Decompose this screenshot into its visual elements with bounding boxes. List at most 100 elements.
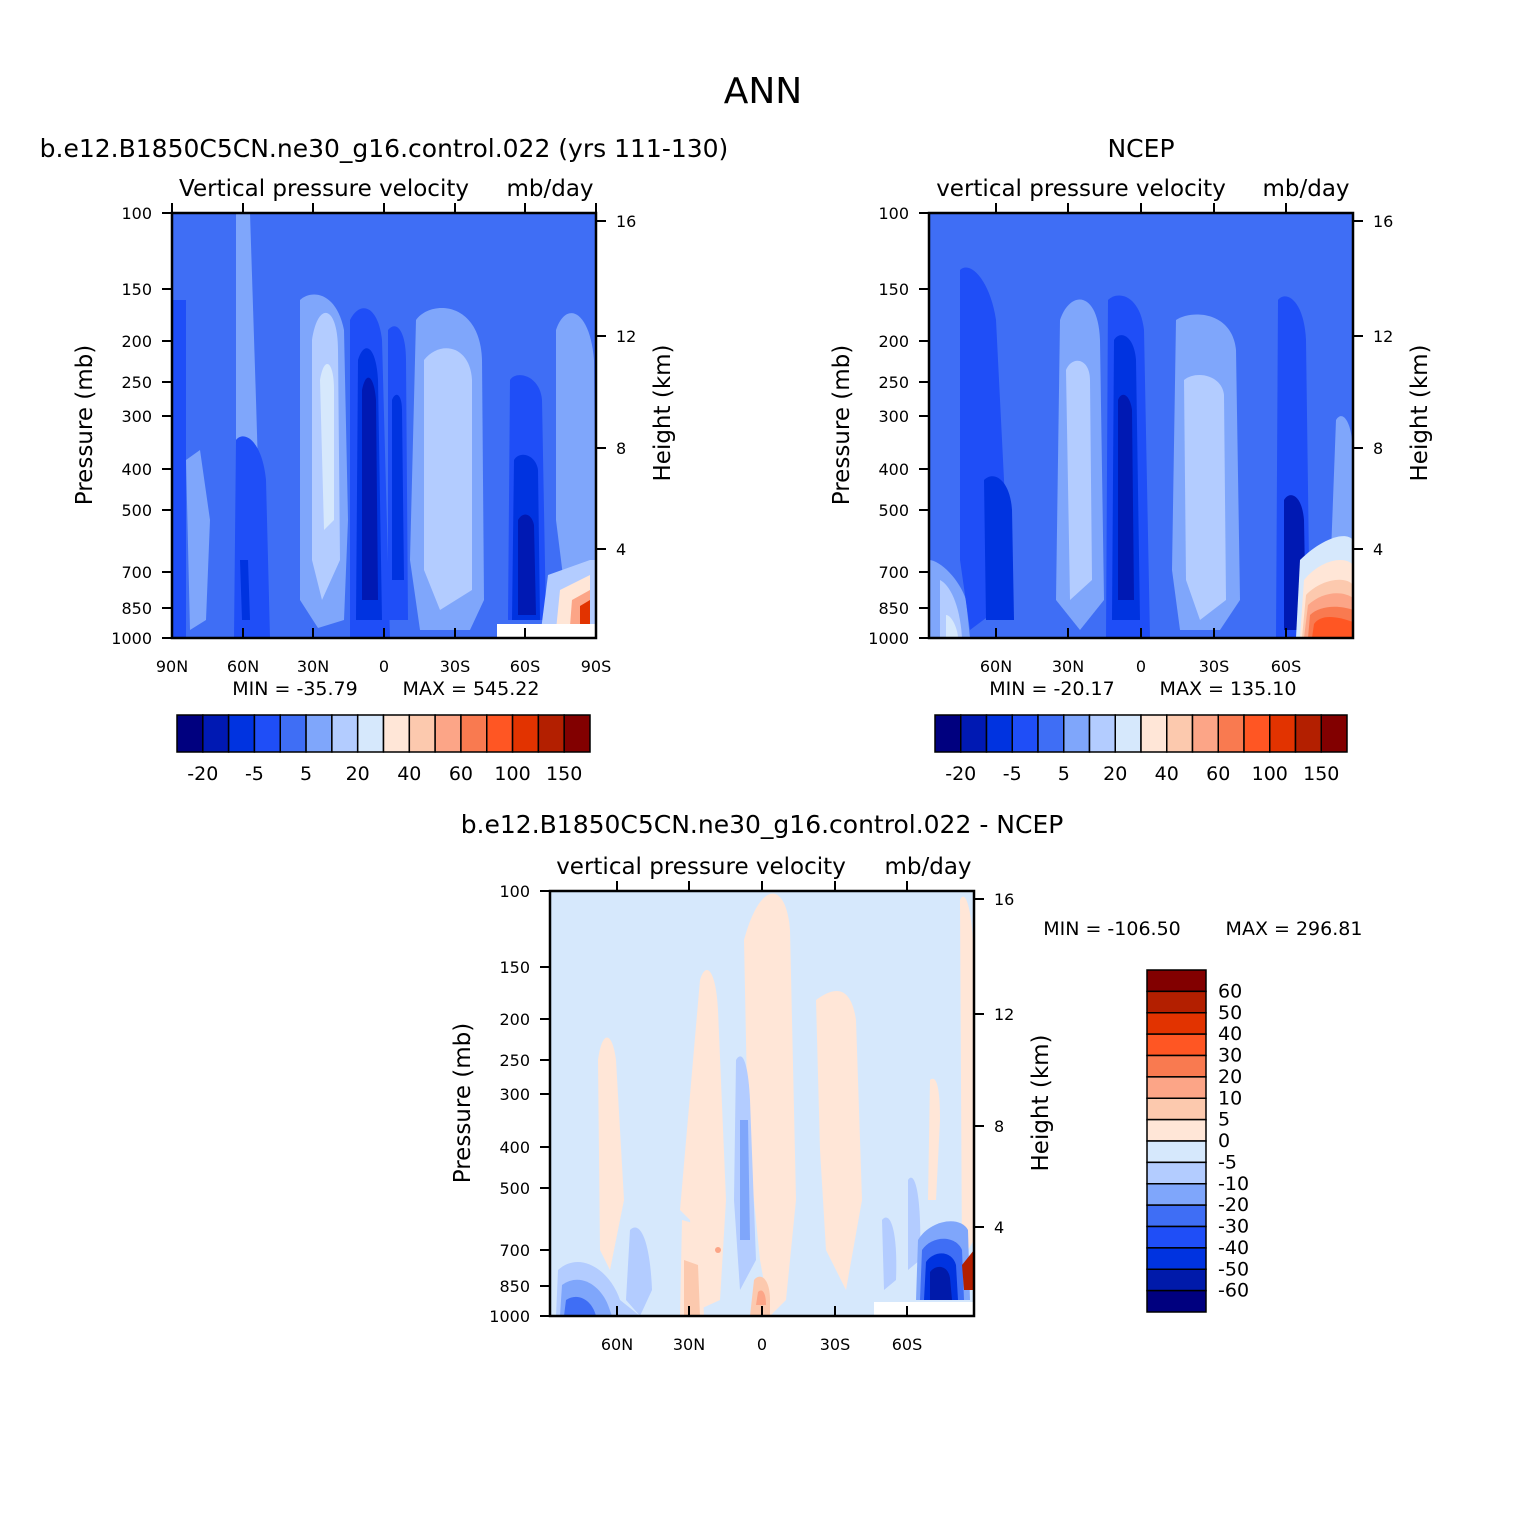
colorbar-swatch	[1146, 969, 1207, 993]
colorbar-swatch	[305, 714, 333, 753]
panel-ncep-y-right-tick: 8	[1373, 439, 1383, 458]
panel-model-colorbar: -20 -5 5 20 40 60 100 150	[176, 714, 591, 785]
panel-model-y-tick: 250	[121, 373, 152, 392]
colorbar-label: -5	[245, 763, 264, 785]
panel-model-x-tick: 60S	[510, 657, 541, 676]
colorbar-swatch	[563, 714, 591, 753]
panel-ncep-subtitle: NCEP	[1107, 134, 1174, 163]
panel-model-y-tick: 500	[121, 501, 152, 520]
panel-model-y-tick: 700	[121, 563, 152, 582]
colorbar-swatch	[1146, 1204, 1207, 1228]
colorbar-swatch	[1146, 1033, 1207, 1057]
colorbar-swatch	[934, 714, 962, 753]
colorbar-label: -5	[1218, 1151, 1237, 1173]
panel-diff-y-tick: 400	[499, 1138, 530, 1157]
panel-diff-subtitle: b.e12.B1850C5CN.ne30_g16.control.022 - N…	[461, 810, 1064, 839]
panel-model-y-tick: 200	[121, 332, 152, 351]
colorbar-label: 40	[397, 763, 421, 785]
colorbar-swatch	[511, 714, 540, 753]
colorbar-label: 40	[1155, 763, 1179, 785]
colorbar-label: -50	[1218, 1258, 1249, 1280]
colorbar-swatch	[1146, 1289, 1207, 1313]
panel-diff-x-tick: 30S	[820, 1335, 851, 1354]
panel-model-max-label: MAX = 545.22	[403, 678, 540, 700]
panel-ncep-y-right-label: Height (km)	[1407, 344, 1433, 481]
colorbar-swatch	[1146, 1097, 1207, 1121]
panel-model-x-tick: 90N	[156, 657, 188, 676]
panel-diff-y-label: Pressure (mb)	[450, 1023, 476, 1183]
panel-model-x-tick: 0	[379, 657, 389, 676]
colorbar-swatch	[1146, 990, 1207, 1014]
panel-model: b.e12.B1850C5CN.ne30_g16.control.022 (yr…	[40, 134, 729, 785]
panel-diff-x-tick: 30N	[673, 1335, 705, 1354]
panel-diff-y-tick: 1000	[489, 1307, 530, 1326]
colorbar-swatch	[1146, 1118, 1207, 1142]
panel-diff-y-right-tick: 12	[994, 1005, 1014, 1024]
panel-model-y-label: Pressure (mb)	[72, 345, 98, 505]
panel-diff-y-tick: 250	[499, 1051, 530, 1070]
panel-model-units: mb/day	[506, 176, 593, 202]
panel-ncep-x-tick: 30S	[1199, 657, 1230, 676]
panel-ncep-y-tick: 700	[878, 563, 909, 582]
colorbar-swatch	[1146, 1140, 1207, 1164]
panel-diff-x-tick: 0	[757, 1335, 767, 1354]
colorbar-label: 20	[346, 763, 370, 785]
panel-ncep-y-tick: 850	[878, 599, 909, 618]
colorbar-swatch	[460, 714, 488, 753]
colorbar-swatch	[1146, 1161, 1207, 1185]
colorbar-swatch	[1294, 714, 1322, 753]
colorbar-label: 10	[1218, 1087, 1242, 1109]
panel-ncep-units: mb/day	[1262, 176, 1349, 202]
panel-model-y-tick: 150	[121, 280, 152, 299]
panel-model-y-right-tick: 4	[616, 540, 626, 559]
colorbar-swatch	[1269, 714, 1297, 753]
panel-diff-field	[550, 891, 974, 1316]
panel-diff-y-tick: 150	[499, 958, 530, 977]
colorbar-swatch	[331, 714, 359, 753]
panel-ncep-y-tick: 500	[878, 501, 909, 520]
colorbar-swatch	[1146, 1225, 1207, 1249]
panel-ncep-field	[929, 213, 1353, 638]
panel-model-x-tick: 90S	[581, 657, 612, 676]
panel-diff-y-right-tick: 4	[994, 1218, 1004, 1237]
colorbar-label: 40	[1218, 1023, 1242, 1045]
colorbar-swatch	[202, 714, 230, 753]
colorbar-swatch	[408, 714, 436, 753]
colorbar-label: 60	[1206, 763, 1230, 785]
colorbar-label: 50	[1218, 1002, 1242, 1024]
colorbar-label: -20	[1218, 1194, 1249, 1216]
colorbar-label: 150	[546, 763, 582, 785]
panel-diff-min-label: MIN = -106.50	[1043, 918, 1181, 940]
colorbar-label: 30	[1218, 1045, 1242, 1067]
colorbar-swatch	[1146, 1268, 1207, 1292]
panel-ncep-y-tick: 400	[878, 460, 909, 479]
colorbar-swatch	[1140, 714, 1168, 753]
panel-diff-title: vertical pressure velocity	[556, 854, 846, 880]
panel-model-title: Vertical pressure velocity	[179, 176, 469, 202]
panel-model-y-right-label: Height (km)	[650, 344, 676, 481]
panel-ncep-y-right-tick: 4	[1373, 540, 1383, 559]
panel-ncep-max-label: MAX = 135.10	[1160, 678, 1297, 700]
colorbar-label: -40	[1218, 1237, 1249, 1259]
colorbar-swatch	[1088, 714, 1116, 753]
panel-model-x-tick: 30N	[297, 657, 329, 676]
panel-ncep-x-tick: 0	[1136, 657, 1146, 676]
colorbar-label: 0	[1218, 1130, 1230, 1152]
panel-model-y-tick: 400	[121, 460, 152, 479]
panel-diff-y-right-label: Height (km)	[1028, 1034, 1054, 1171]
panel-diff-y-tick: 500	[499, 1179, 530, 1198]
panel-diff-y-right-tick: 8	[994, 1117, 1004, 1136]
colorbar-swatch	[1011, 714, 1039, 753]
panel-model-x-tick: 60N	[227, 657, 259, 676]
colorbar-swatch	[253, 714, 281, 753]
panel-ncep-min-label: MIN = -20.17	[989, 678, 1114, 700]
colorbar-swatch	[382, 714, 411, 753]
panel-model-y-right-tick: 8	[616, 439, 626, 458]
colorbar-swatch	[1217, 714, 1245, 753]
panel-diff-y-tick: 700	[499, 1241, 530, 1260]
colorbar-label: -30	[1218, 1216, 1249, 1238]
panel-ncep-y-tick: 250	[878, 373, 909, 392]
colorbar-swatch	[356, 714, 385, 753]
panel-ncep-colorbar: -20 -5 5 20 40 60 100 150	[934, 714, 1348, 785]
colorbar-label: 20	[1103, 763, 1127, 785]
